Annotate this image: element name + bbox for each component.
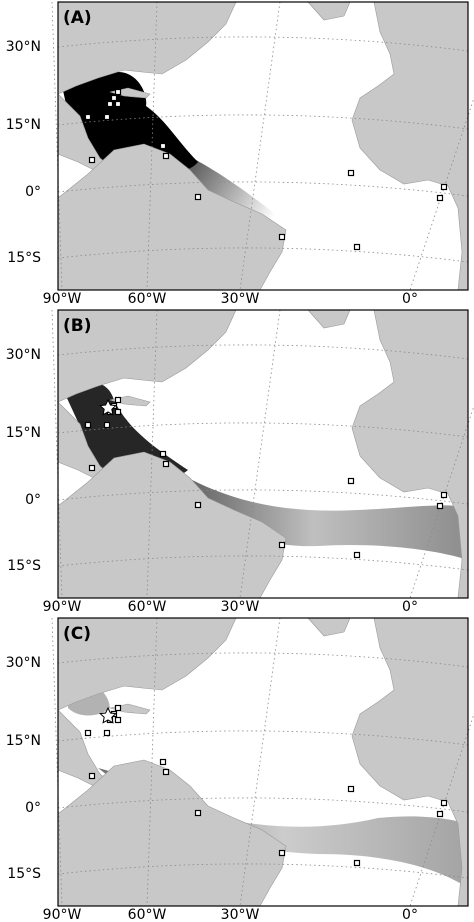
site-marker (347, 785, 355, 793)
site-marker (162, 460, 170, 468)
latitude-label: 15°S (7, 866, 41, 882)
site-marker (159, 142, 167, 150)
site-marker (88, 772, 96, 780)
site-marker (88, 156, 96, 164)
latitude-label: 0° (25, 184, 41, 200)
map-panel: (A) (51, 1, 474, 291)
panel-label: (B) (63, 316, 92, 336)
site-marker (162, 768, 170, 776)
site-marker (103, 421, 111, 429)
site-marker (84, 729, 92, 737)
site-marker (440, 183, 448, 191)
frame (57, 1, 469, 291)
meridian (51, 309, 63, 599)
site-marker (162, 152, 170, 160)
meridian (239, 1, 281, 291)
site-marker (353, 551, 361, 559)
longitude-label: 90°W (43, 599, 82, 615)
site-marker (353, 859, 361, 867)
site-marker (114, 88, 122, 96)
longitude-label: 60°W (128, 907, 167, 922)
site-marker (84, 421, 92, 429)
site-marker (436, 502, 444, 510)
site-marker (114, 408, 122, 416)
site-marker (103, 729, 111, 737)
frame (57, 617, 469, 907)
site-marker (88, 464, 96, 472)
site-marker (440, 799, 448, 807)
longitude-label: 60°W (128, 599, 167, 615)
site-marker (278, 541, 286, 549)
meridian (409, 404, 474, 599)
meridian (146, 309, 158, 599)
meridian (51, 617, 63, 907)
map-panel: (B) (51, 309, 474, 599)
longitude-label: 0° (402, 599, 418, 615)
land (57, 1, 237, 95)
particle-density (98, 768, 468, 888)
meridian (146, 1, 158, 291)
site-marker (106, 100, 114, 108)
map-panel: (C) (51, 617, 474, 907)
latitude-label: 15°N (6, 425, 41, 441)
site-marker (114, 704, 122, 712)
site-marker (159, 450, 167, 458)
latitude-label: 0° (25, 492, 41, 508)
latitude-label: 30°N (6, 655, 41, 671)
site-marker (114, 396, 122, 404)
site-marker (194, 193, 202, 201)
latitude-label: 15°N (6, 117, 41, 133)
site-marker (194, 501, 202, 509)
site-marker (436, 810, 444, 818)
site-marker (84, 113, 92, 121)
latitude-label: 15°S (7, 250, 41, 266)
meridian (409, 712, 474, 907)
longitude-label: 30°W (221, 907, 260, 922)
longitude-label: 90°W (43, 907, 82, 922)
site-marker (353, 243, 361, 251)
site-marker (194, 809, 202, 817)
meridian (51, 1, 63, 291)
latitude-label: 30°N (6, 39, 41, 55)
latitude-label: 15°N (6, 733, 41, 749)
site-marker (278, 849, 286, 857)
particle-density (158, 460, 468, 560)
site-marker (114, 100, 122, 108)
meridian (239, 617, 281, 907)
meridian (146, 617, 158, 907)
site-marker (159, 758, 167, 766)
land (57, 309, 237, 403)
site-marker (114, 716, 122, 724)
site-marker (110, 94, 118, 102)
site-marker (347, 169, 355, 177)
longitude-label: 60°W (128, 291, 167, 307)
frame (57, 309, 469, 599)
meridian (239, 309, 281, 599)
site-marker (347, 477, 355, 485)
longitude-label: 30°W (221, 291, 260, 307)
land (57, 617, 237, 711)
particle-density (158, 142, 298, 234)
site-marker (436, 194, 444, 202)
site-marker (440, 491, 448, 499)
panel-label: (A) (63, 8, 92, 28)
panel-label: (C) (63, 624, 91, 644)
release-star (99, 398, 117, 416)
longitude-label: 90°W (43, 291, 82, 307)
release-star (99, 706, 117, 724)
latitude-label: 30°N (6, 347, 41, 363)
site-marker (278, 233, 286, 241)
latitude-label: 0° (25, 800, 41, 816)
longitude-label: 0° (402, 291, 418, 307)
latitude-label: 15°S (7, 558, 41, 574)
longitude-label: 30°W (221, 599, 260, 615)
meridian (409, 96, 474, 291)
site-marker (103, 113, 111, 121)
longitude-label: 0° (402, 907, 418, 922)
